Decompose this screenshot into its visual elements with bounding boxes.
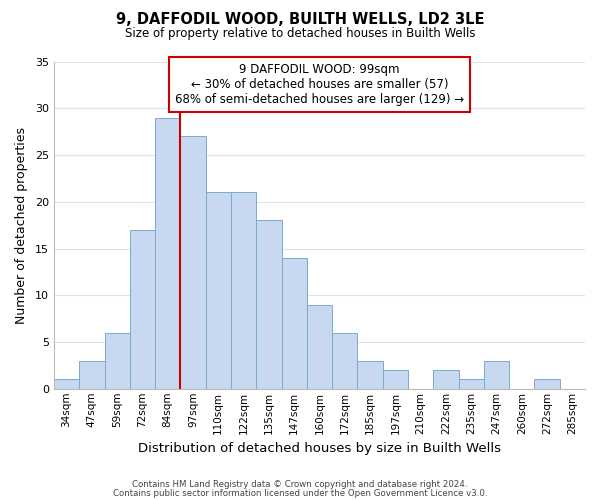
Bar	[332, 332, 358, 389]
Bar	[54, 380, 79, 389]
Text: 9 DAFFODIL WOOD: 99sqm
← 30% of detached houses are smaller (57)
68% of semi-det: 9 DAFFODIL WOOD: 99sqm ← 30% of detached…	[175, 63, 464, 106]
Bar	[383, 370, 408, 389]
Bar	[155, 118, 181, 389]
Bar	[231, 192, 256, 389]
Bar	[130, 230, 155, 389]
Bar	[358, 360, 383, 389]
Bar	[281, 258, 307, 389]
Bar	[458, 380, 484, 389]
Bar	[535, 380, 560, 389]
Bar	[484, 360, 509, 389]
Bar	[104, 332, 130, 389]
Bar	[256, 220, 281, 389]
Y-axis label: Number of detached properties: Number of detached properties	[15, 126, 28, 324]
Bar	[79, 360, 104, 389]
Bar	[433, 370, 458, 389]
X-axis label: Distribution of detached houses by size in Builth Wells: Distribution of detached houses by size …	[138, 442, 501, 455]
Text: Contains public sector information licensed under the Open Government Licence v3: Contains public sector information licen…	[113, 488, 487, 498]
Bar	[181, 136, 206, 389]
Text: 9, DAFFODIL WOOD, BUILTH WELLS, LD2 3LE: 9, DAFFODIL WOOD, BUILTH WELLS, LD2 3LE	[116, 12, 484, 28]
Text: Size of property relative to detached houses in Builth Wells: Size of property relative to detached ho…	[125, 28, 475, 40]
Bar	[206, 192, 231, 389]
Bar	[307, 304, 332, 389]
Text: Contains HM Land Registry data © Crown copyright and database right 2024.: Contains HM Land Registry data © Crown c…	[132, 480, 468, 489]
